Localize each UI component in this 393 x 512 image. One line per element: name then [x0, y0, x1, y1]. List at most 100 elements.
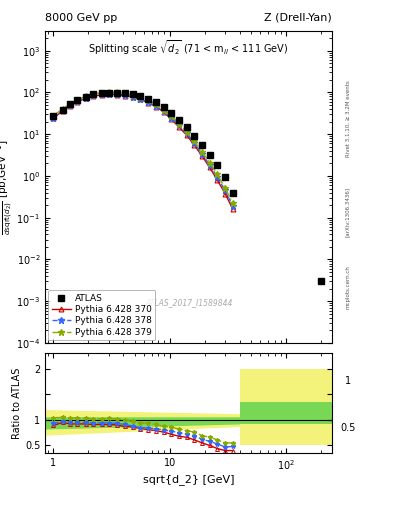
Pythia 6.428 370	[184, 132, 189, 138]
ATLAS	[130, 91, 135, 97]
Pythia 6.428 378	[83, 95, 88, 101]
Pythia 6.428 378	[99, 91, 104, 97]
Pythia 6.428 378	[68, 102, 73, 108]
Pythia 6.428 370	[60, 108, 65, 114]
Text: Z (Drell-Yan): Z (Drell-Yan)	[264, 13, 332, 23]
ATLAS	[230, 189, 235, 196]
Pythia 6.428 379	[153, 101, 158, 107]
Pythia 6.428 370	[107, 91, 111, 97]
X-axis label: sqrt{d_2} [GeV]: sqrt{d_2} [GeV]	[143, 475, 234, 485]
Pythia 6.428 379	[207, 159, 212, 165]
Text: [arXiv:1306.3436]: [arXiv:1306.3436]	[345, 187, 350, 237]
ATLAS	[138, 93, 143, 99]
Pythia 6.428 378	[114, 91, 119, 97]
Pythia 6.428 370	[145, 99, 150, 105]
Y-axis label: Ratio to ATLAS: Ratio to ATLAS	[12, 368, 22, 439]
ATLAS	[153, 99, 158, 105]
Pythia 6.428 379	[51, 113, 56, 119]
Pythia 6.428 379	[60, 106, 65, 112]
ATLAS	[145, 96, 150, 102]
Pythia 6.428 379	[114, 90, 119, 96]
Pythia 6.428 379	[83, 93, 88, 99]
Pythia 6.428 379	[68, 100, 73, 106]
ATLAS	[184, 124, 189, 131]
Pythia 6.428 370	[83, 95, 88, 101]
Pythia 6.428 379	[162, 106, 166, 113]
ATLAS	[99, 90, 104, 96]
ATLAS	[60, 107, 65, 113]
Pythia 6.428 370	[215, 177, 220, 183]
Pythia 6.428 370	[162, 109, 166, 115]
Pythia 6.428 370	[51, 115, 56, 121]
ATLAS	[107, 90, 111, 96]
Pythia 6.428 370	[130, 94, 135, 100]
Pythia 6.428 379	[99, 90, 104, 96]
Pythia 6.428 379	[75, 97, 79, 103]
Pythia 6.428 370	[99, 92, 104, 98]
Pythia 6.428 378	[207, 162, 212, 168]
ATLAS	[207, 152, 212, 158]
ATLAS	[318, 278, 323, 284]
Legend: ATLAS, Pythia 6.428 370, Pythia 6.428 378, Pythia 6.428 379: ATLAS, Pythia 6.428 370, Pythia 6.428 37…	[48, 290, 156, 340]
Pythia 6.428 370	[176, 124, 181, 130]
Pythia 6.428 370	[200, 153, 204, 159]
Line: ATLAS: ATLAS	[51, 90, 323, 284]
Line: Pythia 6.428 379: Pythia 6.428 379	[50, 89, 236, 206]
Pythia 6.428 378	[176, 122, 181, 128]
Pythia 6.428 378	[75, 98, 79, 104]
Pythia 6.428 370	[75, 99, 79, 105]
Pythia 6.428 379	[169, 113, 173, 119]
Pythia 6.428 379	[230, 200, 235, 206]
Pythia 6.428 379	[138, 94, 143, 100]
ATLAS	[68, 101, 73, 108]
Text: 8000 GeV pp: 8000 GeV pp	[45, 13, 118, 23]
ATLAS	[223, 174, 228, 180]
Pythia 6.428 378	[91, 92, 95, 98]
Pythia 6.428 379	[107, 89, 111, 95]
ATLAS	[91, 91, 95, 97]
Pythia 6.428 379	[145, 97, 150, 103]
ATLAS	[51, 113, 56, 119]
Pythia 6.428 378	[107, 91, 111, 97]
Pythia 6.428 378	[138, 96, 143, 102]
Pythia 6.428 370	[192, 142, 196, 148]
Pythia 6.428 379	[130, 92, 135, 98]
Pythia 6.428 378	[184, 130, 189, 136]
Pythia 6.428 378	[145, 99, 150, 105]
Pythia 6.428 370	[114, 92, 119, 98]
Line: Pythia 6.428 370: Pythia 6.428 370	[51, 92, 235, 211]
Pythia 6.428 379	[223, 185, 228, 191]
Pythia 6.428 379	[176, 120, 181, 126]
Pythia 6.428 378	[162, 108, 166, 114]
ATLAS	[162, 104, 166, 110]
Pythia 6.428 378	[122, 92, 127, 98]
Text: 0.5: 0.5	[340, 423, 356, 433]
Text: Rivet 3.1.10, ≥ 3.2M events: Rivet 3.1.10, ≥ 3.2M events	[345, 80, 350, 157]
Pythia 6.428 370	[91, 93, 95, 99]
ATLAS	[169, 110, 173, 116]
Pythia 6.428 378	[153, 103, 158, 109]
Text: 1: 1	[345, 376, 351, 386]
Pythia 6.428 370	[138, 96, 143, 102]
Pythia 6.428 378	[200, 151, 204, 157]
Text: ATLAS_2017_I1589844: ATLAS_2017_I1589844	[145, 298, 232, 307]
Pythia 6.428 378	[60, 108, 65, 114]
Pythia 6.428 370	[169, 116, 173, 122]
Pythia 6.428 378	[169, 115, 173, 121]
ATLAS	[114, 90, 119, 96]
Pythia 6.428 370	[223, 190, 228, 197]
ATLAS	[200, 142, 204, 148]
Pythia 6.428 379	[215, 171, 220, 177]
ATLAS	[176, 117, 181, 123]
Pythia 6.428 378	[215, 174, 220, 180]
ATLAS	[215, 162, 220, 168]
Pythia 6.428 370	[68, 103, 73, 109]
Pythia 6.428 378	[51, 115, 56, 121]
Text: Splitting scale $\sqrt{d_2}$ (71 < m$_{ll}$ < 111 GeV): Splitting scale $\sqrt{d_2}$ (71 < m$_{l…	[88, 38, 289, 57]
ATLAS	[83, 94, 88, 100]
Pythia 6.428 379	[91, 91, 95, 97]
Pythia 6.428 378	[192, 140, 196, 146]
ATLAS	[122, 90, 127, 96]
ATLAS	[75, 97, 79, 103]
Pythia 6.428 379	[200, 148, 204, 155]
